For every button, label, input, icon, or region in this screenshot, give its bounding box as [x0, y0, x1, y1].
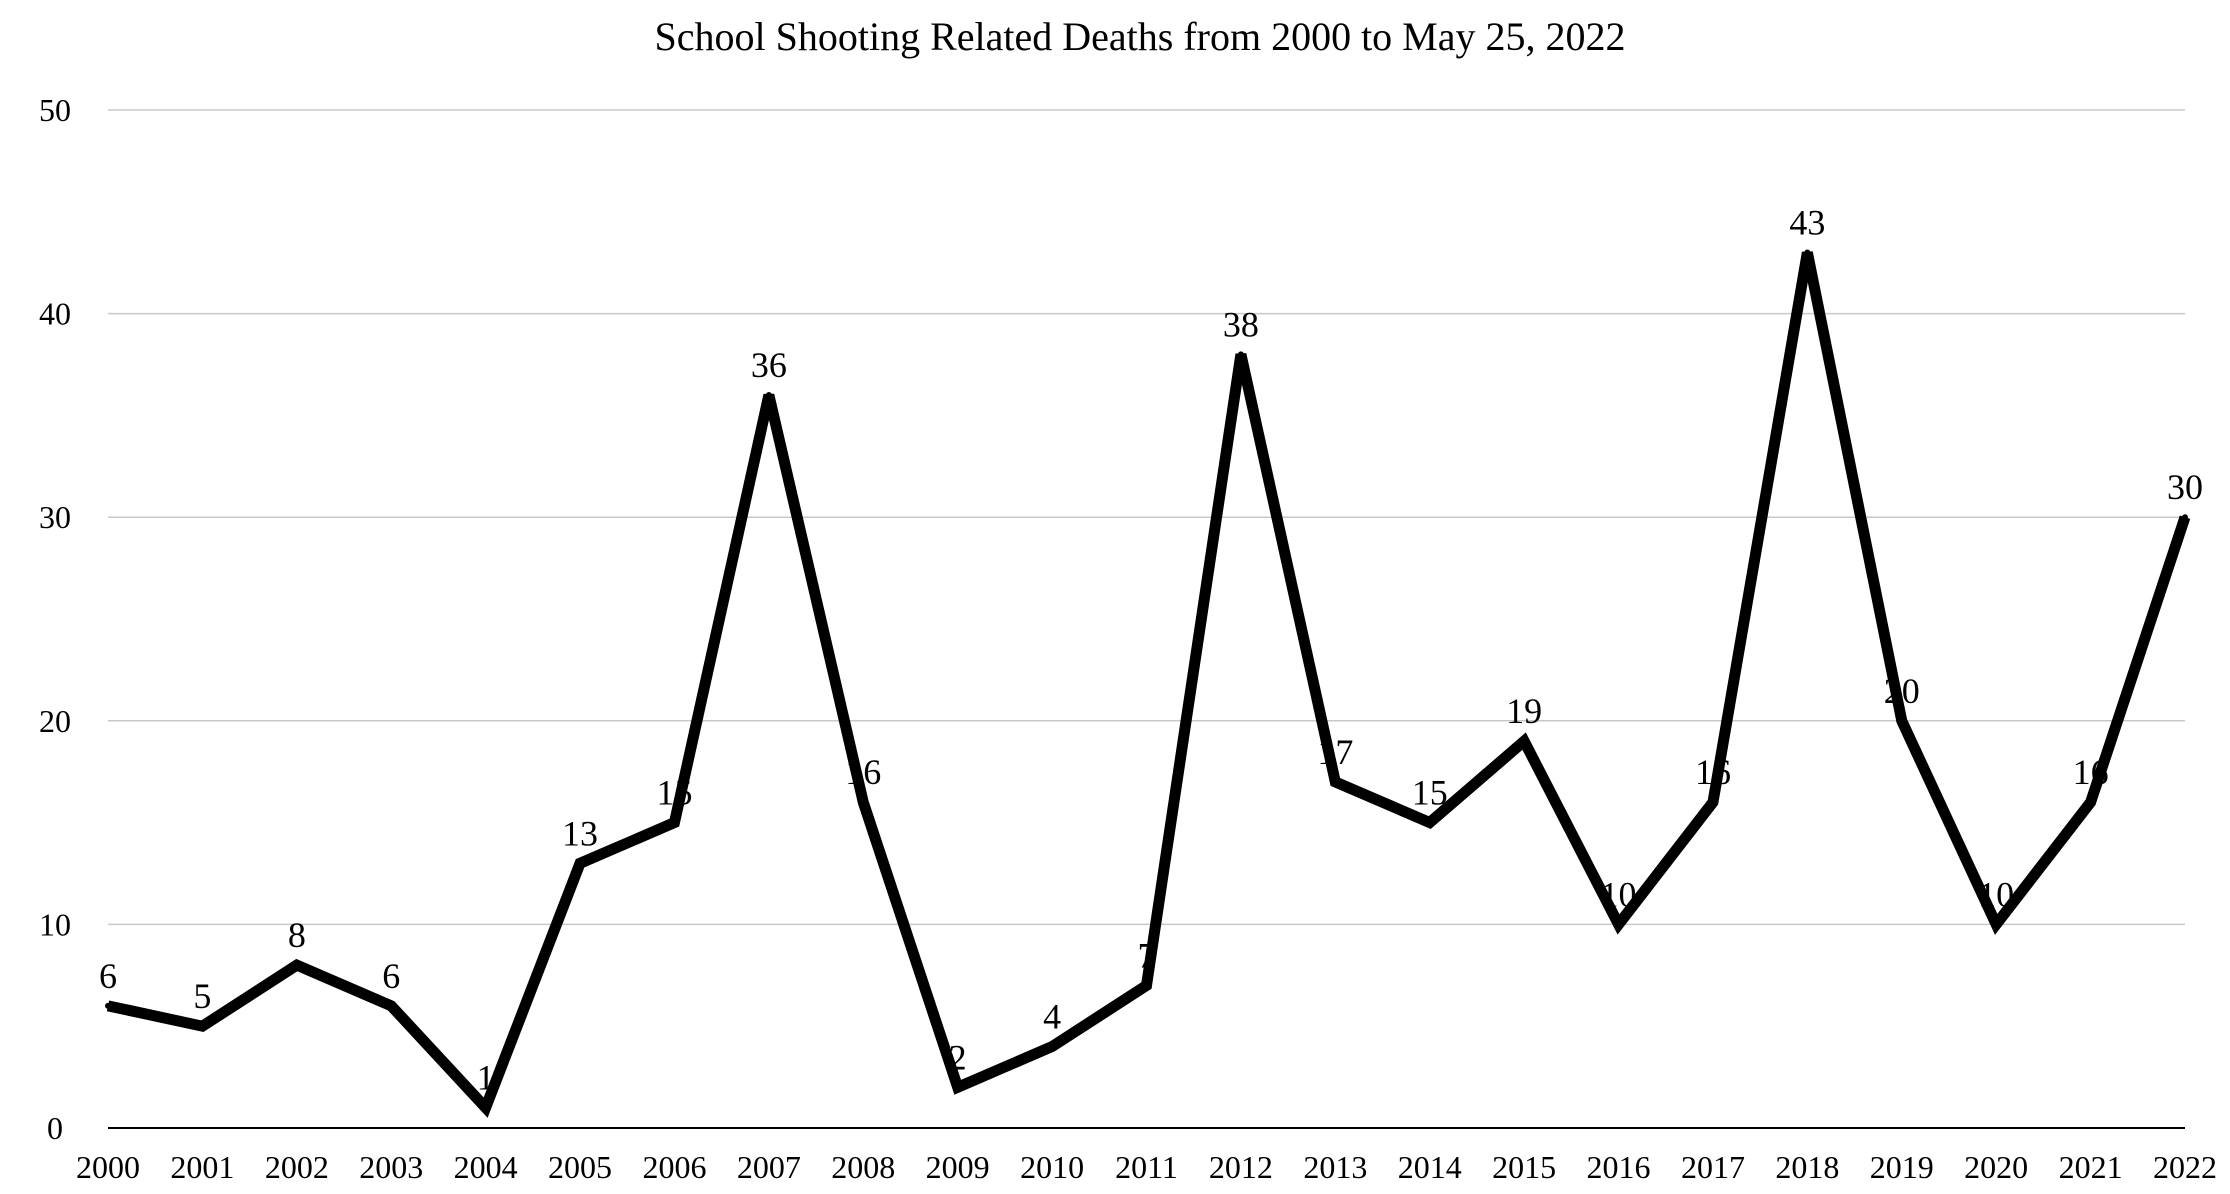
data-label: 43 [1789, 203, 1825, 243]
data-label: 20 [1884, 671, 1920, 711]
chart-title: School Shooting Related Deaths from 2000… [654, 14, 1625, 59]
data-point [2087, 799, 2094, 806]
x-axis-ticks: 2000 2001 2002 2003 2004 2005 2006 2007 2008 2009… [76, 1149, 2217, 1185]
x-tick-label: 2014 [1398, 1149, 1462, 1185]
x-tick-label: 2002 [265, 1149, 329, 1185]
y-tick-label: 30 [39, 499, 71, 535]
gridlines [108, 109, 2185, 1129]
y-tick-label: 20 [39, 703, 71, 739]
x-tick-label: 2011 [1115, 1149, 1178, 1185]
x-tick-label: 2001 [170, 1149, 234, 1185]
x-tick-label: 2009 [926, 1149, 990, 1185]
data-label: 15 [656, 773, 692, 813]
data-label: 16 [2073, 752, 2109, 792]
data-label: 30 [2167, 467, 2203, 507]
y-tick-label: 40 [39, 296, 71, 332]
data-label: 1 [477, 1058, 495, 1098]
series-line [106, 251, 2191, 1118]
data-point [199, 1023, 206, 1030]
x-tick-label: 2015 [1492, 1149, 1556, 1185]
data-point [1804, 249, 1811, 256]
data-label: 10 [1601, 874, 1637, 914]
y-tick-label: 10 [39, 906, 71, 942]
data-label: 10 [1978, 874, 2014, 914]
data-point [954, 1084, 961, 1091]
data-point [1615, 921, 1622, 928]
data-point [388, 1002, 395, 1009]
data-point [1521, 738, 1528, 745]
x-tick-label: 2021 [2059, 1149, 2123, 1185]
data-label: 19 [1506, 691, 1542, 731]
data-label: 7 [1138, 935, 1156, 975]
x-tick-label: 2003 [359, 1149, 423, 1185]
y-tick-label: 50 [39, 92, 71, 128]
data-point [293, 962, 300, 969]
data-point [1898, 717, 1905, 724]
x-tick-label: 2004 [454, 1149, 518, 1185]
x-tick-label: 2005 [548, 1149, 612, 1185]
data-label: 6 [99, 956, 117, 996]
data-label: 4 [1043, 997, 1061, 1037]
x-tick-label: 2020 [1964, 1149, 2028, 1185]
data-label: 36 [751, 345, 787, 385]
data-label: 15 [1412, 773, 1448, 813]
x-tick-label: 2013 [1303, 1149, 1367, 1185]
x-tick-label: 2010 [1020, 1149, 1084, 1185]
series-layer [105, 249, 2191, 1118]
x-tick-label: 2022 [2153, 1149, 2217, 1185]
data-label: 2 [949, 1037, 967, 1077]
data-label: 17 [1317, 732, 1353, 772]
data-point [1993, 921, 2000, 928]
data-point [1049, 1043, 1056, 1050]
data-point [577, 860, 584, 867]
data-point [860, 799, 867, 806]
data-label: 16 [845, 752, 881, 792]
x-tick-label: 2016 [1587, 1149, 1651, 1185]
data-point [105, 1002, 111, 1009]
data-point [1237, 351, 1244, 358]
data-point [1426, 819, 1433, 826]
data-label: 6 [382, 956, 400, 996]
data-label: 5 [193, 976, 211, 1016]
x-tick-label: 2007 [737, 1149, 801, 1185]
data-label: 16 [1695, 752, 1731, 792]
x-tick-label: 2018 [1775, 1149, 1839, 1185]
x-tick-label: 2019 [1870, 1149, 1934, 1185]
x-tick-label: 2000 [76, 1149, 140, 1185]
x-tick-label: 2017 [1681, 1149, 1745, 1185]
data-label: 13 [562, 813, 598, 853]
data-point [1709, 799, 1716, 806]
y-axis-ticks: 0 10 20 30 40 50 [39, 92, 71, 1146]
data-point [1143, 982, 1150, 989]
data-point [2182, 514, 2188, 521]
data-label: 38 [1223, 304, 1259, 344]
data-point [482, 1104, 489, 1111]
data-label: 8 [288, 915, 306, 955]
data-point [1332, 778, 1339, 785]
x-tick-label: 2008 [831, 1149, 895, 1185]
y-tick-label: 0 [47, 1110, 63, 1146]
data-point [671, 819, 678, 826]
x-tick-label: 2012 [1209, 1149, 1273, 1185]
data-point [765, 392, 772, 399]
x-tick-label: 2006 [642, 1149, 706, 1185]
data-labels: 6 5 8 6 1 13 15 36 16 2 4 7 38 17 15 19 10 16 43 20 10 16 30 [99, 203, 2203, 1098]
